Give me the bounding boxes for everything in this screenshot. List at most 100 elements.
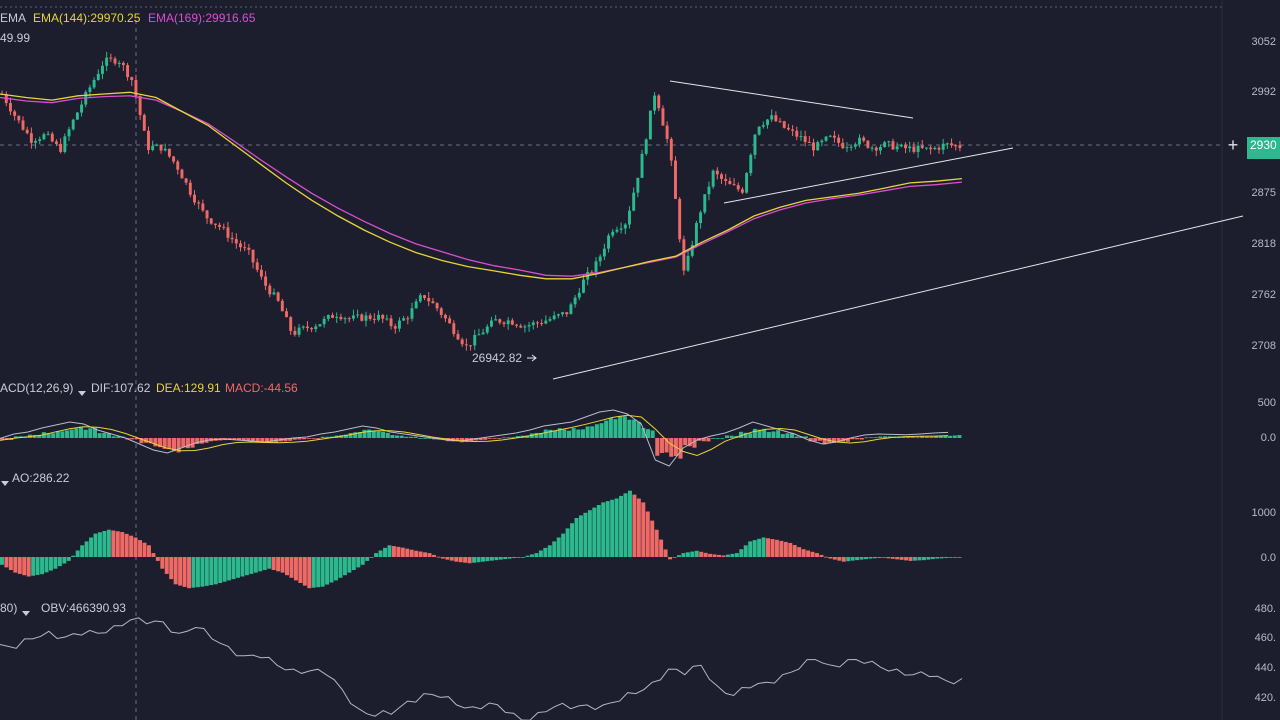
candle-body	[502, 322, 506, 325]
macd-histogram-bar	[483, 438, 488, 440]
triangle-upper-trendline	[669, 80, 914, 119]
macd-histogram-bar	[413, 436, 418, 438]
candle-body	[80, 104, 84, 113]
macd-histogram-bar	[264, 438, 269, 443]
macd-histogram-bar	[111, 436, 116, 438]
ao-histogram-bar	[4, 557, 9, 568]
ao-histogram-bar	[115, 531, 120, 557]
ao-histogram-bar	[717, 554, 721, 557]
ao-histogram-bar	[766, 538, 770, 557]
ao-histogram-bar	[458, 557, 463, 563]
ao-histogram-bar	[289, 557, 294, 578]
ao-histogram-bar	[133, 537, 138, 557]
macd-histogram-bar	[199, 438, 204, 444]
candle-body	[151, 145, 155, 150]
candle-body	[828, 135, 832, 137]
ao-histogram-bar	[13, 557, 18, 573]
ao-histogram-bar	[872, 557, 877, 559]
ao-histogram-bar	[271, 557, 276, 570]
macd-histogram-bar	[845, 438, 850, 442]
candle-body	[724, 178, 728, 182]
ao-histogram-bar	[445, 557, 450, 560]
ao-histogram-bar	[899, 557, 904, 560]
ao-histogram-bar	[636, 498, 641, 557]
macd-histogram-bar	[399, 435, 404, 438]
macd-histogram-bar	[571, 428, 576, 438]
ao-histogram-bar	[565, 528, 570, 557]
ao-histogram-bar	[280, 557, 285, 573]
macd-histogram-bar	[162, 438, 167, 449]
grid-layer	[0, 0, 1223, 720]
ao-histogram-bar	[525, 555, 530, 557]
candlestick-series	[0, 51, 962, 351]
ema169-line	[0, 95, 963, 277]
macd-histogram-bar	[692, 438, 697, 448]
ao-histogram-bar	[285, 557, 289, 576]
candle-body	[678, 198, 682, 240]
macd-histogram-bar	[422, 438, 427, 439]
candle-body	[628, 210, 631, 225]
macd-histogram-bar	[79, 426, 84, 438]
ao-histogram-bar	[846, 557, 851, 562]
ao-histogram-bar	[178, 557, 183, 586]
ao-histogram-bar	[0, 557, 4, 565]
ao-histogram-bar	[654, 529, 659, 557]
macd-collapse-icon[interactable]	[72, 385, 92, 403]
macd-histogram-bar	[260, 438, 265, 443]
candle-body	[858, 137, 861, 145]
obv-line	[0, 617, 963, 720]
ao-histogram-bar	[538, 550, 543, 557]
ao-histogram-bar	[213, 557, 218, 585]
ao-histogram-bar	[913, 557, 917, 561]
macd-histogram-bar	[952, 435, 957, 438]
candle-body	[904, 144, 907, 149]
ao-histogram-bar	[369, 557, 374, 558]
obv-period-label[interactable]: 80)	[0, 601, 18, 615]
ao-histogram-bar	[124, 533, 129, 557]
ao-histogram-bar	[930, 557, 935, 560]
macd-histogram-bar	[534, 432, 539, 438]
candle-body	[347, 318, 351, 320]
candle-body	[766, 119, 769, 126]
candle-body	[912, 146, 916, 152]
macd-histogram-bar	[190, 438, 195, 448]
obv-axis-tick: 480.	[1254, 603, 1276, 615]
candle-body	[653, 95, 657, 111]
candle-body	[732, 184, 736, 186]
ao-histogram-bar	[35, 557, 40, 575]
macd-indicator-label[interactable]: ACD(12,26,9)	[0, 381, 74, 395]
ao-histogram-bar	[877, 557, 882, 559]
ao-indicator-label[interactable]: AO:286.22	[12, 471, 70, 485]
candle-body	[142, 115, 146, 131]
macd-histogram-bar	[227, 438, 232, 440]
macd-histogram-bar	[427, 438, 432, 439]
price-axis-tick: 2818	[1251, 238, 1276, 250]
ao-collapse-icon[interactable]	[0, 475, 15, 493]
obv-collapse-icon[interactable]	[16, 605, 36, 623]
price-axis-tick: 2762	[1251, 289, 1276, 301]
ao-histogram-bar	[752, 540, 757, 557]
macd-histogram-bar	[455, 438, 460, 442]
candle-body	[594, 261, 598, 273]
ao-histogram-bar	[529, 554, 534, 557]
candle-body	[778, 121, 782, 123]
macd-histogram-bar	[650, 430, 655, 438]
candle-body	[740, 189, 744, 193]
add-alert-button[interactable]: +	[1227, 135, 1239, 155]
macd-histogram-bar	[460, 438, 465, 443]
price-tag-bar	[1247, 153, 1280, 159]
candle-body	[389, 318, 393, 327]
candle-body	[853, 144, 857, 147]
macd-pane	[0, 409, 962, 467]
ao-histogram-bar	[146, 545, 151, 557]
ao-axis-tick: 1000	[1251, 507, 1276, 519]
macd-histogram-bar	[134, 438, 139, 440]
trendlines	[527, 80, 1244, 380]
candle-body	[351, 315, 355, 319]
candle-body	[222, 226, 226, 228]
ao-histogram-bar	[828, 557, 833, 559]
candle-body	[460, 339, 464, 345]
candle-body	[849, 146, 853, 148]
ao-histogram-bar	[62, 557, 67, 564]
